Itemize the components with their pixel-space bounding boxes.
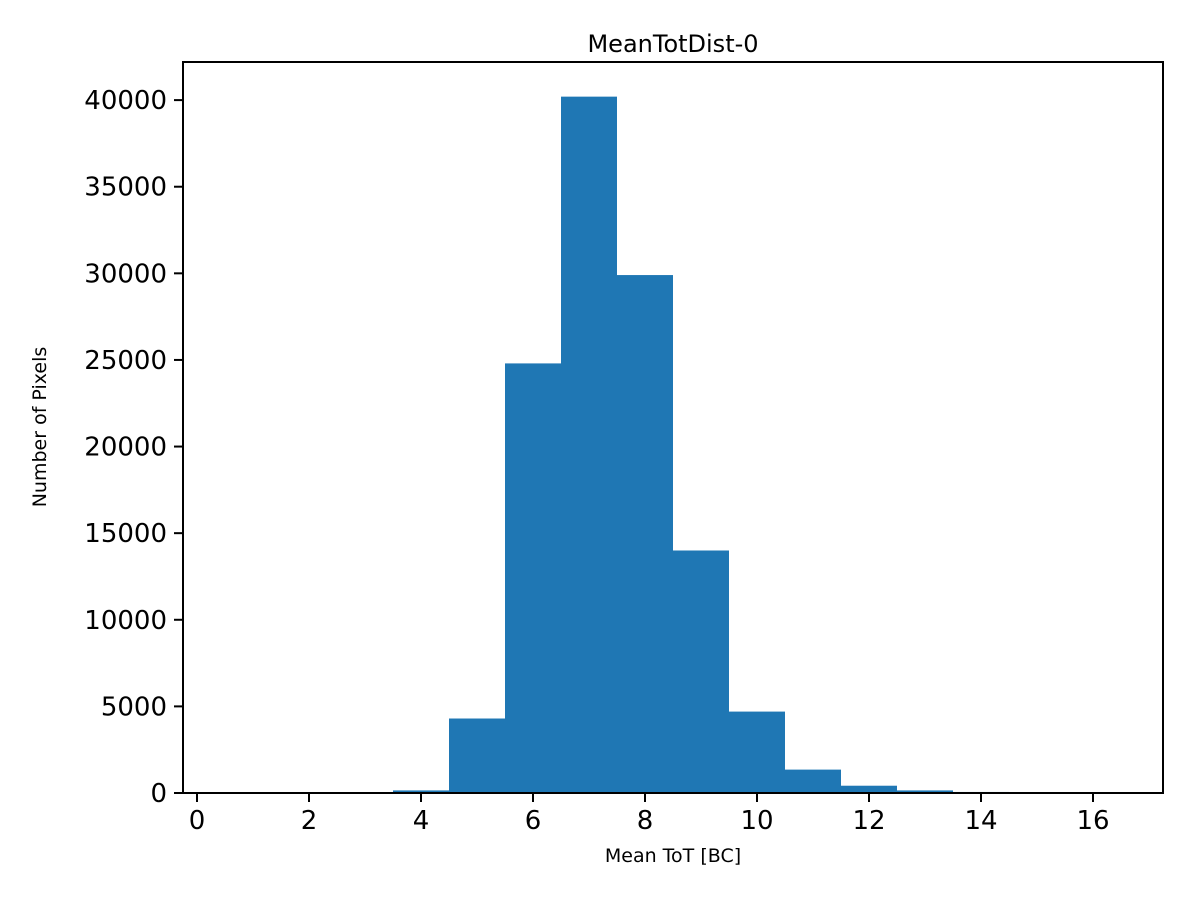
y-axis-label: Number of Pixels <box>29 347 51 508</box>
histogram-bar <box>841 785 897 793</box>
histogram-bar <box>729 711 785 793</box>
y-tick-label: 10000 <box>84 606 167 636</box>
histogram-bar <box>897 790 953 793</box>
y-axis-ticks: 0 5000 10000 15000 20000 25000 30000 35000 40000 <box>84 86 183 809</box>
x-tick-label: 4 <box>413 806 430 836</box>
axes-frame <box>182 61 1164 794</box>
x-axis-ticks: 0 2 4 6 8 10 12 14 16 <box>189 793 1110 836</box>
histogram-bars-group <box>393 96 1009 793</box>
y-tick-label: 15000 <box>84 519 167 549</box>
y-tick-label: 0 <box>150 779 167 809</box>
x-tick-label: 8 <box>637 806 654 836</box>
histogram-bar <box>673 550 729 793</box>
histogram-bar <box>785 769 841 793</box>
histogram-bar <box>505 363 561 793</box>
y-tick-label: 20000 <box>84 433 167 463</box>
histogram-bar <box>561 96 617 793</box>
x-tick-label: 2 <box>301 806 318 836</box>
x-tick-label: 0 <box>189 806 206 836</box>
x-axis-label: Mean ToT [BC] <box>605 845 741 867</box>
y-tick-label: 30000 <box>84 259 167 289</box>
x-tick-label: 10 <box>740 806 773 836</box>
histogram-bar <box>393 790 449 793</box>
y-tick-label: 40000 <box>84 86 167 116</box>
x-tick-label: 12 <box>852 806 885 836</box>
histogram-bar <box>617 275 673 793</box>
y-tick-label: 5000 <box>101 692 167 722</box>
y-tick-label: 25000 <box>84 346 167 376</box>
x-tick-label: 16 <box>1076 806 1109 836</box>
x-tick-label: 6 <box>525 806 542 836</box>
y-tick-label: 35000 <box>84 173 167 203</box>
x-tick-label: 14 <box>964 806 997 836</box>
chart-title: MeanTotDist-0 <box>587 30 758 58</box>
histogram-bar <box>449 718 505 793</box>
